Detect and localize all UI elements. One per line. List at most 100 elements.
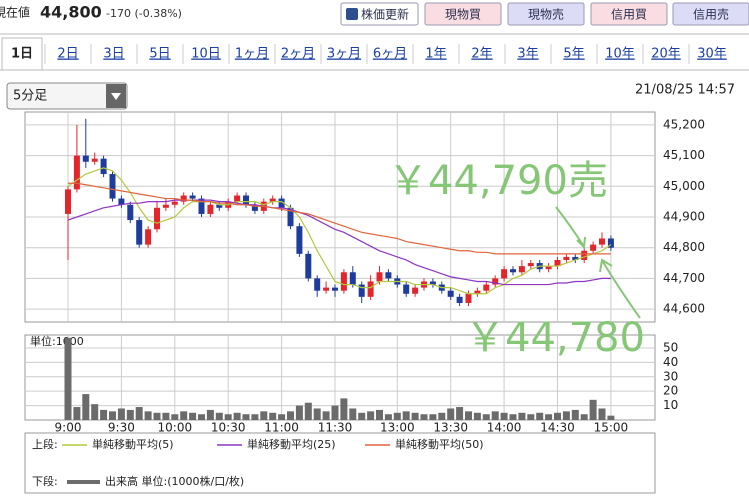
button-label[interactable]: 信用売 xyxy=(693,7,729,22)
volume-bar xyxy=(420,414,428,420)
tab[interactable]: 10日 xyxy=(191,47,221,62)
x-tick-label: 10:00 xyxy=(158,421,193,435)
candle-body xyxy=(278,198,285,208)
tab[interactable]: 2ヶ月 xyxy=(281,47,315,62)
volume-bar xyxy=(331,405,339,420)
volume-bar xyxy=(527,414,535,420)
volume-bar xyxy=(393,412,401,420)
volume-bar xyxy=(135,407,143,420)
candle-body xyxy=(207,204,214,214)
tab[interactable]: 3ヶ月 xyxy=(327,47,361,62)
x-tick-label: 9:00 xyxy=(55,421,82,435)
legend-label: 出来高 単位:(1000株/口/枚) xyxy=(105,474,244,488)
tab[interactable]: 10年 xyxy=(605,47,635,62)
tab[interactable]: 20年 xyxy=(651,47,681,62)
volume-bar xyxy=(171,414,179,420)
current-price: 44,800 xyxy=(40,3,102,22)
candle-body xyxy=(385,272,392,279)
tab[interactable]: 2日 xyxy=(57,47,78,62)
tab[interactable]: 1年 xyxy=(425,47,446,62)
price-change: -170 (-0.38%) xyxy=(106,7,182,20)
candle-body xyxy=(171,201,178,205)
volume-bar xyxy=(153,412,161,420)
candle-body xyxy=(599,238,605,245)
y-tick-label: 40 xyxy=(663,355,678,369)
candle-body xyxy=(447,290,454,297)
candle-body xyxy=(180,195,187,202)
candle-body xyxy=(581,250,588,260)
volume-bar xyxy=(607,415,615,420)
candle-body xyxy=(154,207,160,230)
volume-bar xyxy=(233,412,241,420)
price-label: 現在値 xyxy=(0,5,30,20)
volume-bar xyxy=(562,411,570,420)
candle-body xyxy=(269,198,276,202)
volume-bar xyxy=(82,394,90,420)
x-tick-label: 13:30 xyxy=(433,421,468,435)
legend-group-label: 下段: xyxy=(32,474,58,488)
volume-bar xyxy=(287,411,294,420)
candle-body xyxy=(349,272,356,285)
candle-body xyxy=(65,189,71,214)
moving-average-line xyxy=(67,199,611,286)
tab[interactable]: 3日 xyxy=(103,47,124,62)
volume-bar xyxy=(349,408,357,420)
candle-body xyxy=(314,278,321,291)
button[interactable] xyxy=(590,2,668,26)
volume-bar xyxy=(473,412,481,420)
x-tick-label: 14:30 xyxy=(540,421,575,435)
timestamp: 21/08/25 14:57 xyxy=(635,83,735,98)
volume-bar xyxy=(260,411,268,420)
legend-label: 単純移動平均(25) xyxy=(247,437,336,451)
button-label[interactable]: 株価更新 xyxy=(361,7,409,22)
volume-bar xyxy=(73,407,81,420)
tab[interactable]: 5日 xyxy=(149,47,170,62)
candle-body xyxy=(332,287,338,291)
candle-body xyxy=(554,259,561,267)
volume-bar xyxy=(109,411,116,420)
button-label[interactable]: 現物買 xyxy=(445,8,481,22)
candle-body xyxy=(189,195,196,199)
candle-body xyxy=(412,287,419,294)
tab[interactable]: 3年 xyxy=(517,47,538,62)
candle-body xyxy=(243,195,249,205)
volume-bar xyxy=(313,408,321,420)
candle-body xyxy=(100,158,107,175)
button[interactable] xyxy=(672,2,749,26)
button[interactable] xyxy=(507,2,585,26)
button-label[interactable]: 信用買 xyxy=(611,8,647,22)
volume-bar xyxy=(269,412,277,420)
volume-bar xyxy=(589,399,597,420)
button-label[interactable]: 現物売 xyxy=(528,7,564,22)
annotation-arrow xyxy=(599,258,641,319)
candle-body xyxy=(251,204,258,211)
candle-body xyxy=(162,204,169,208)
button[interactable] xyxy=(340,2,419,26)
tab[interactable]: 6ヶ月 xyxy=(373,47,407,62)
candle-body xyxy=(510,269,516,273)
candle-body xyxy=(91,158,98,162)
interval-label[interactable]: 5分足 xyxy=(13,89,47,104)
tab[interactable]: 1日 xyxy=(11,47,33,62)
volume-bar xyxy=(376,409,383,420)
volume-bar xyxy=(322,411,330,420)
annotation: ￥44,790売 xyxy=(388,158,608,204)
button[interactable] xyxy=(424,2,502,26)
volume-bar xyxy=(64,337,72,420)
volume-bar xyxy=(340,398,348,420)
volume-bar xyxy=(126,409,134,420)
select-box[interactable] xyxy=(6,82,128,110)
volume-bar xyxy=(509,414,517,420)
moving-average-line xyxy=(67,167,612,295)
tab[interactable]: 2年 xyxy=(471,47,492,62)
interval-select[interactable]: 5分足 xyxy=(6,82,128,110)
candle-body xyxy=(367,281,374,297)
tab[interactable]: 5年 xyxy=(563,47,584,62)
candle-body xyxy=(198,198,205,214)
annotation-arrow xyxy=(555,206,586,250)
volume-bar xyxy=(384,414,392,420)
tab[interactable]: 30年 xyxy=(697,47,727,62)
tab[interactable]: 1ヶ月 xyxy=(235,47,269,62)
y-tick-label: 45,200 xyxy=(663,117,705,131)
volume-bar xyxy=(491,411,499,420)
